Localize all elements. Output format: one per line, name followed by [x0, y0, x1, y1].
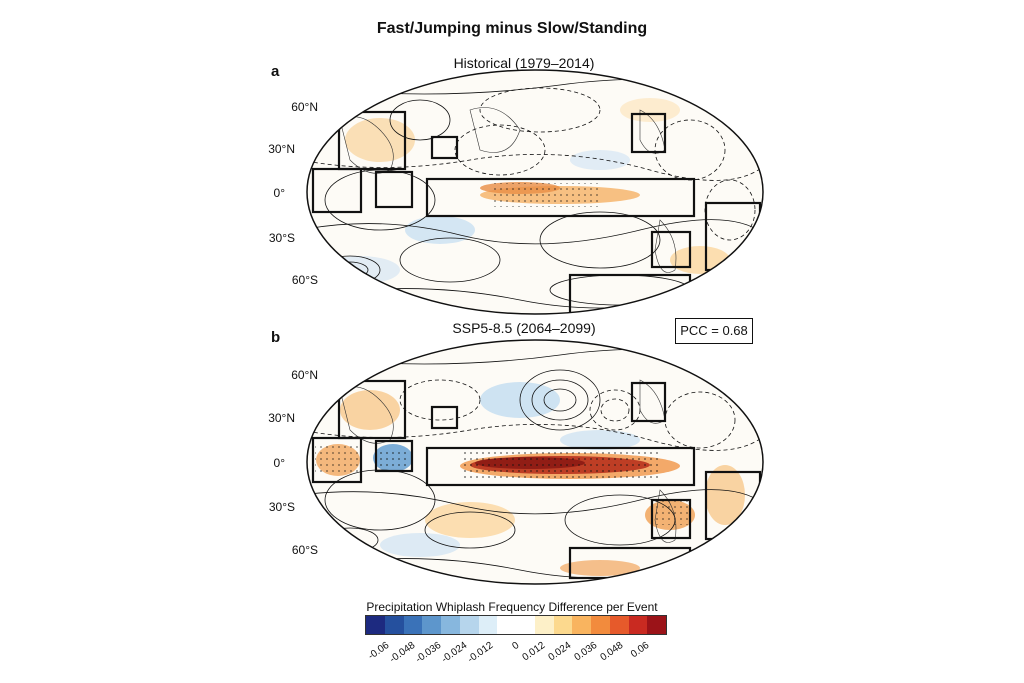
colorbar-cell — [459, 616, 479, 634]
colorbar — [365, 615, 667, 635]
lat-label-eq-a: 0° — [273, 186, 285, 200]
map-border-a — [306, 69, 764, 315]
lat-label-30s-a: 30°S — [268, 231, 295, 245]
colorbar-cell — [497, 616, 516, 634]
map-panel-b — [307, 340, 763, 584]
colorbar-cell — [628, 616, 648, 634]
colorbar-title: Precipitation Whiplash Frequency Differe… — [366, 600, 658, 614]
lat-label-60n-b: 60°N — [291, 368, 318, 382]
panel-a-letter: a — [271, 63, 280, 80]
panel-b-letter: b — [271, 329, 281, 346]
panel-a-title: Historical (1979–2014) — [453, 55, 595, 71]
colorbar-cell — [591, 616, 610, 634]
panel-b-title: SSP5-8.5 (2064–2099) — [452, 320, 596, 336]
colorbar-cell — [441, 616, 460, 634]
region-boxes-b — [311, 379, 762, 580]
colorbar-cell — [422, 616, 441, 634]
lat-label-30s-b: 30°S — [268, 500, 295, 514]
lat-label-60s-a: 60°S — [291, 273, 318, 287]
colorbar-cell — [478, 616, 498, 634]
pcc-label: PCC = 0.68 — [675, 318, 753, 344]
colorbar-cell — [384, 616, 404, 634]
lat-label-60n-a: 60°N — [291, 100, 318, 114]
colorbar-cell — [647, 616, 666, 634]
colorbar-cell — [366, 616, 385, 634]
colorbar-cell — [553, 616, 573, 634]
colorbar-cell — [534, 616, 554, 634]
lat-label-eq-b: 0° — [273, 456, 285, 470]
colorbar-cell — [609, 616, 629, 634]
lat-label-30n-a: 30°N — [268, 142, 295, 156]
map-panel-a — [307, 70, 763, 314]
map-border-b — [306, 339, 764, 585]
lat-label-30n-b: 30°N — [268, 411, 295, 425]
colorbar-cell — [403, 616, 423, 634]
colorbar-cell — [572, 616, 591, 634]
lat-label-60s-b: 60°S — [291, 543, 318, 557]
figure-title: Fast/Jumping minus Slow/Standing — [376, 20, 648, 37]
colorbar-cell — [516, 616, 535, 634]
